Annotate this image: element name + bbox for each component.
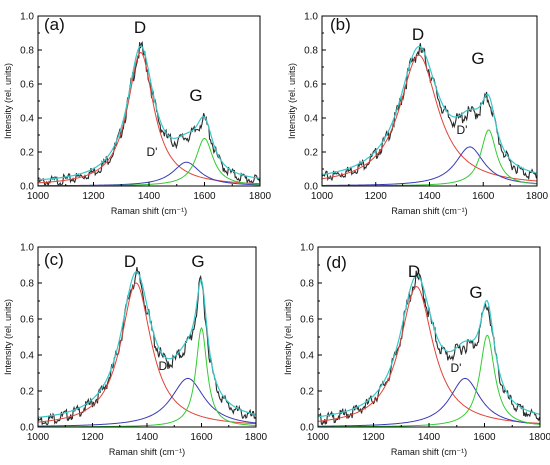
D-peak-annotation: D <box>134 18 146 37</box>
x-tick-label: 1800 <box>526 191 549 202</box>
x-tick-label: 1400 <box>138 191 161 202</box>
plot-area <box>318 270 540 427</box>
measured-spectrum-line <box>318 270 540 426</box>
x-tick-label: 1600 <box>472 191 495 202</box>
y-tick-label: 0.6 <box>304 80 318 91</box>
y-tick-label: 0.8 <box>304 46 318 57</box>
y-tick-label: 0.4 <box>20 114 34 125</box>
y-tick-label: 0.0 <box>20 182 34 193</box>
fit-total-line <box>322 45 537 176</box>
G-peak-annotation: G <box>471 49 484 68</box>
x-tick-label: 1600 <box>193 191 216 202</box>
y-tick-label: 0.0 <box>304 182 318 193</box>
x-tick-label: 1000 <box>27 191 50 202</box>
D-peak-annotation: D <box>408 262 420 281</box>
y-axis-label: Intensity (rel. units) <box>283 299 293 375</box>
y-tick-label: 0.2 <box>304 148 318 159</box>
y-axis-label: Intensity (rel. units) <box>3 299 13 375</box>
y-tick-label: 1.0 <box>300 243 314 254</box>
plot-area <box>38 267 256 427</box>
panel-c: 1000 1200 1400 1600 1800 0.0 0.2 0.4 0.6 0.8 1.0 Ra… <box>3 243 268 458</box>
x-tick-label: 1200 <box>82 191 105 202</box>
plot-area <box>38 41 260 186</box>
y-tick-label: 0.6 <box>20 80 34 91</box>
G-peak-annotation: G <box>191 252 204 271</box>
y-tick-label: 0.6 <box>300 315 314 326</box>
G-peak-line <box>38 326 256 427</box>
panel-label: (a) <box>44 15 65 34</box>
D-peak-annotation: D <box>412 25 424 44</box>
x-axis-label: Raman shift (cm⁻¹) <box>391 206 467 216</box>
G-peak-line <box>322 129 537 186</box>
panel-d: 1000 1200 1400 1600 1800 0.0 0.2 0.4 0.6 0.8 1.0 Ra… <box>283 243 550 458</box>
panel-label: (b) <box>330 15 351 34</box>
fit-total-line <box>318 274 540 418</box>
measured-spectrum-line <box>38 267 256 426</box>
x-axis-label: Raman shift (cm⁻¹) <box>391 447 467 457</box>
x-tick-label: 1000 <box>307 432 330 443</box>
y-tick-label: 1.0 <box>304 12 318 23</box>
y-tick-label: 0.4 <box>304 114 318 125</box>
x-tick-label: 1800 <box>529 432 550 443</box>
D-peak-annotation: D <box>124 252 136 271</box>
x-tick-label: 1000 <box>27 432 50 443</box>
x-axis-label: Raman shift (cm⁻¹) <box>111 206 187 216</box>
panel-label: (c) <box>44 250 64 269</box>
y-tick-label: 0.4 <box>300 351 314 362</box>
axes-frame <box>37 15 261 187</box>
y-axis-label: Intensity (rel. units) <box>3 63 13 139</box>
axes-frame <box>37 246 257 428</box>
D-peak-line <box>38 282 256 425</box>
x-tick-label: 1200 <box>81 432 104 443</box>
D-prime-peak-line <box>318 377 540 427</box>
x-tick-label: 1600 <box>190 432 213 443</box>
G-peak-annotation: G <box>189 86 202 105</box>
G-peak-annotation: G <box>469 283 482 302</box>
x-tick-label: 1600 <box>473 432 496 443</box>
y-tick-label: 1.0 <box>20 12 34 23</box>
y-tick-label: 0.8 <box>20 46 34 57</box>
D-prime-peak-annotation: D' <box>159 359 170 373</box>
D-peak-line <box>38 52 260 185</box>
panel-b: 1000 1200 1400 1600 1800 0.0 0.2 0.4 0.6 0.8 1.0 Ra… <box>287 12 549 217</box>
y-tick-label: 0.8 <box>20 279 34 290</box>
D-peak-line <box>318 286 540 424</box>
D-peak-line <box>322 54 537 182</box>
y-tick-label: 0.2 <box>20 387 34 398</box>
measured-spectrum-line <box>38 41 260 186</box>
y-tick-label: 0.8 <box>300 279 314 290</box>
x-axis-label: Raman shift (cm⁻¹) <box>109 447 185 457</box>
x-tick-label: 1400 <box>418 191 441 202</box>
y-tick-label: 0.0 <box>300 423 314 434</box>
D-prime-peak-annotation: D' <box>147 145 158 159</box>
axes-frame <box>317 246 541 428</box>
x-tick-label: 1800 <box>249 191 272 202</box>
x-tick-label: 1200 <box>362 432 385 443</box>
y-tick-label: 0.2 <box>20 148 34 159</box>
x-tick-label: 1000 <box>311 191 334 202</box>
fit-total-line <box>38 271 256 419</box>
y-axis-label: Intensity (rel. units) <box>287 63 297 139</box>
x-tick-label: 1400 <box>136 432 159 443</box>
y-tick-label: 0.0 <box>20 423 34 434</box>
plot-area <box>322 43 537 186</box>
y-tick-label: 0.4 <box>20 351 34 362</box>
y-tick-label: 1.0 <box>20 243 34 254</box>
D-prime-peak-line <box>322 146 537 186</box>
D-prime-peak-annotation: D' <box>457 123 468 137</box>
measured-spectrum-line <box>322 43 537 182</box>
fit-total-line <box>38 45 260 181</box>
G-peak-line <box>318 334 540 427</box>
D-prime-peak-annotation: D' <box>451 361 462 375</box>
x-tick-label: 1400 <box>418 432 441 443</box>
x-tick-label: 1200 <box>365 191 388 202</box>
x-tick-label: 1800 <box>245 432 268 443</box>
y-tick-label: 0.2 <box>300 387 314 398</box>
axes-frame <box>321 15 538 187</box>
D-prime-peak-line <box>38 377 256 427</box>
panel-a: 1000 1200 1400 1600 1800 0.0 0.2 0.4 0.6 0.8 1.0 Ra… <box>3 12 272 217</box>
y-tick-label: 0.6 <box>20 315 34 326</box>
panel-label: (d) <box>326 253 347 272</box>
